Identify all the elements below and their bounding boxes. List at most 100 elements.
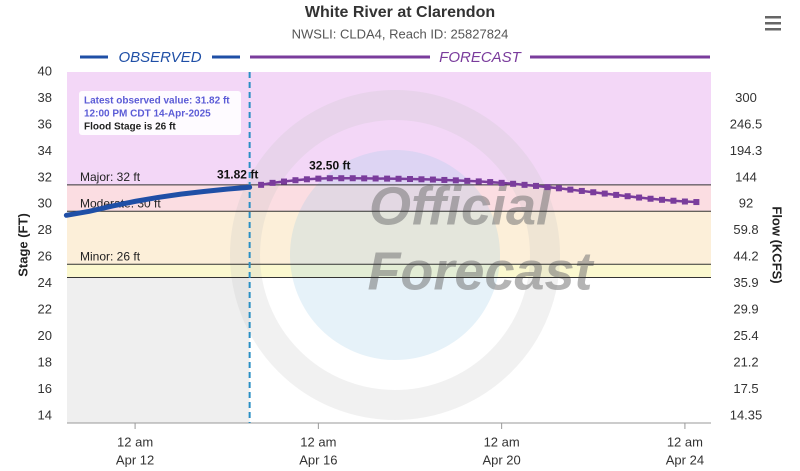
- y-tick-label: 16: [38, 381, 52, 396]
- menu-bar[interactable]: [765, 28, 781, 31]
- flood-label: Minor: 26 ft: [80, 249, 141, 263]
- forecast-marker: [567, 186, 574, 193]
- y-tick-label: 24: [38, 275, 52, 290]
- forecast-header: FORECAST: [439, 49, 523, 66]
- forecast-marker: [326, 175, 333, 182]
- forecast-marker: [315, 175, 322, 182]
- data-label: 31.82 ft: [217, 167, 258, 181]
- x-tick-label: 12 am: [667, 434, 703, 449]
- forecast-marker: [338, 175, 345, 182]
- forecast-marker: [349, 175, 356, 182]
- y2-tick-label: 144: [735, 169, 757, 184]
- forecast-marker: [429, 176, 436, 183]
- y2-tick-label: 300: [735, 90, 757, 105]
- forecast-marker: [418, 176, 425, 183]
- y2-tick-label: 246.5: [730, 116, 763, 131]
- y2-tick-label: 59.8: [733, 222, 758, 237]
- menu-bar[interactable]: [765, 22, 781, 25]
- x-tick-label: Apr 24: [666, 452, 704, 467]
- y-tick-label: 36: [38, 116, 52, 131]
- y2-tick-label: 14.35: [730, 407, 763, 422]
- x-tick-label: Apr 20: [482, 452, 520, 467]
- y2-tick-label: 17.5: [733, 381, 758, 396]
- flood-band: [67, 184, 711, 212]
- annotation-text: 12:00 PM CDT 14-Apr-2025: [84, 109, 211, 120]
- annotation-text: Latest observed value: 31.82 ft: [84, 96, 230, 107]
- flood-label: Major: 32 ft: [80, 170, 141, 184]
- y-tick-label: 18: [38, 355, 52, 370]
- y2-axis-label: Flow (KCFS): [770, 206, 785, 283]
- forecast-marker: [303, 176, 310, 183]
- menu-button[interactable]: [762, 12, 784, 34]
- forecast-marker: [498, 179, 505, 186]
- forecast-marker: [487, 179, 494, 186]
- forecast-marker: [452, 177, 459, 184]
- y-tick-label: 28: [38, 222, 52, 237]
- y-tick-label: 38: [38, 90, 52, 105]
- y2-tick-label: 25.4: [733, 328, 758, 343]
- forecast-marker: [464, 177, 471, 184]
- forecast-marker: [384, 175, 391, 182]
- forecast-marker: [258, 181, 265, 188]
- forecast-marker: [590, 189, 597, 196]
- forecast-marker: [407, 176, 413, 183]
- forecast-marker: [441, 176, 448, 183]
- x-tick-label: Apr 12: [116, 452, 154, 467]
- forecast-header-bg: [430, 48, 530, 66]
- forecast-marker: [647, 195, 654, 202]
- flood-band: [67, 211, 711, 265]
- y2-tick-label: 92: [739, 196, 753, 211]
- forecast-marker: [601, 190, 608, 197]
- forecast-marker: [681, 198, 688, 205]
- y2-tick-label: 44.2: [733, 249, 758, 264]
- forecast-marker: [659, 196, 665, 203]
- chart-subtitle: NWSLI: CLDA4, Reach ID: 25827824: [292, 26, 509, 41]
- watermark-text: Official: [369, 176, 552, 236]
- x-tick-label: Apr 16: [299, 452, 337, 467]
- forecast-marker: [670, 197, 677, 204]
- y-axis-label: Stage (FT): [15, 213, 30, 277]
- forecast-marker: [544, 184, 551, 191]
- forecast-marker: [636, 194, 643, 201]
- observed-line: [63, 184, 253, 218]
- flood-band: [67, 264, 711, 278]
- y-tick-label: 30: [38, 196, 52, 211]
- x-tick-label: 12 am: [117, 434, 153, 449]
- forecast-marker: [624, 193, 631, 200]
- forecast-marker: [613, 191, 620, 198]
- data-label: 32.50 ft: [309, 158, 350, 172]
- y2-tick-label: 194.3: [730, 143, 763, 158]
- y-tick-label: 34: [38, 143, 52, 158]
- forecast-marker: [510, 180, 517, 187]
- y-tick-label: 26: [38, 249, 52, 264]
- y-tick-label: 20: [38, 328, 52, 343]
- forecast-marker: [395, 175, 402, 182]
- x-tick-label: 12 am: [484, 434, 520, 449]
- y-tick-label: 40: [38, 63, 52, 78]
- observed-header: OBSERVED: [118, 49, 201, 66]
- forecast-marker: [693, 199, 700, 206]
- y-tick-label: 14: [38, 407, 52, 422]
- forecast-marker: [269, 179, 276, 186]
- menu-bar[interactable]: [765, 16, 781, 19]
- forecast-marker: [521, 181, 528, 188]
- y2-tick-label: 21.2: [733, 355, 758, 370]
- forecast-marker: [281, 178, 287, 185]
- y2-tick-label: 29.9: [733, 302, 758, 317]
- annotation-text: Flood Stage is 26 ft: [84, 122, 176, 133]
- forecast-marker: [292, 177, 299, 184]
- x-tick-label: 12 am: [300, 434, 336, 449]
- forecast-marker: [475, 178, 482, 185]
- annotation-box: [79, 91, 241, 135]
- forecast-marker: [533, 182, 539, 189]
- watermark-seal: [290, 150, 500, 360]
- forecast-marker: [361, 175, 368, 182]
- y-tick-label: 32: [38, 169, 52, 184]
- observed-region: [67, 277, 250, 423]
- chart-title: White River at Clarendon: [305, 4, 495, 21]
- y2-tick-label: 35.9: [733, 275, 758, 290]
- observed-header-bg: [108, 48, 212, 66]
- watermark-text: Forecast: [367, 241, 594, 301]
